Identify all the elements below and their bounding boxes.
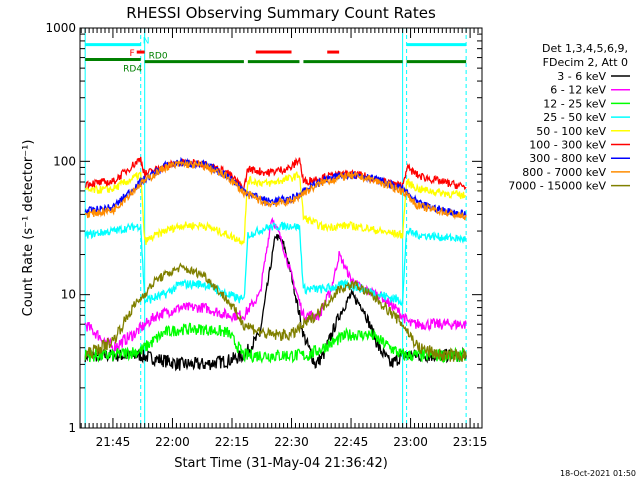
x-tick-label: 23:15 [453,435,488,449]
series-12-25-kev [84,322,467,364]
legend-label: 50 - 100 keV [536,125,606,138]
x-tick-label: 21:45 [96,435,131,449]
y-tick-label: 100 [53,154,76,168]
series-25-50-kev [84,221,467,306]
legend-item-12-25-kev: 12 - 25 keV [543,97,630,110]
y-tick-label: 1000 [45,21,76,35]
x-tick-label: 22:00 [155,435,190,449]
legend-header-line-1: Det 1,3,4,5,6,9, [542,42,628,55]
legend-label: 7000 - 15000 keV [508,180,606,193]
y-tick-label: 10 [61,288,76,302]
state-label-f: F [130,49,135,59]
state-bar-f: F [130,49,340,59]
legend-item-50-100-kev: 50 - 100 keV [536,125,630,138]
state-bar-rd0: RD0 [144,52,467,64]
state-label-rd0: RD0 [149,52,168,62]
state-bar-rd4: RD4 [85,58,142,75]
plot-area: NF RD0 RD4 [84,28,467,428]
legend-item-6-12-kev: 6 - 12 keV [550,84,630,97]
legend-label: 100 - 300 keV [529,139,606,152]
legend-label: 3 - 6 keV [557,70,606,83]
legend-item-100-300-kev: 100 - 300 keV [529,139,630,152]
plot-frame [79,27,483,429]
series-50-100-kev [84,171,467,247]
state-label-n: N [143,37,150,47]
x-tick-label: 22:45 [334,435,369,449]
x-axis: 21:45 22:00 22:15 22:30 22:45 23:00 23:15 [80,28,488,449]
legend-label: 12 - 25 keV [543,97,606,110]
legend: Det 1,3,4,5,6,9,FDecim 2, Att 03 - 6 keV… [508,42,630,193]
y-tick-label: 1 [68,421,76,435]
series-7000-15000-kev [84,262,467,363]
series-100-300-kev [84,156,467,194]
legend-item-800-7000-kev: 800 - 7000 keV [522,166,630,179]
legend-item-300-800-kev: 300 - 800 keV [529,152,630,165]
chart-title: RHESSI Observing Summary Count Rates [126,4,436,22]
legend-item-3-6-kev: 3 - 6 keV [557,70,630,83]
legend-item-25-50-kev: 25 - 50 keV [543,111,630,124]
x-tick-label: 22:30 [274,435,309,449]
legend-label: 800 - 7000 keV [522,166,606,179]
legend-label: 300 - 800 keV [529,152,606,165]
x-tick-label: 23:00 [393,435,428,449]
state-bar-n: N [85,37,467,47]
legend-label: 25 - 50 keV [543,111,606,124]
x-axis-label: Start Time (31-May-04 21:36:42) [174,456,388,471]
legend-label: 6 - 12 keV [550,84,606,97]
y-axis-label: Count Rate (s⁻¹ detector⁻¹) [21,140,36,317]
y-axis: 1 10 100 1000 [45,21,482,435]
state-label-rd4: RD4 [123,65,142,75]
legend-header-line-2: FDecim 2, Att 0 [543,56,628,69]
generation-timestamp: 18-Oct-2021 01:50 [560,469,636,478]
series-800-7000-kev [84,159,467,221]
x-tick-label: 22:15 [215,435,250,449]
legend-item-7000-15000-kev: 7000 - 15000 keV [508,180,630,193]
